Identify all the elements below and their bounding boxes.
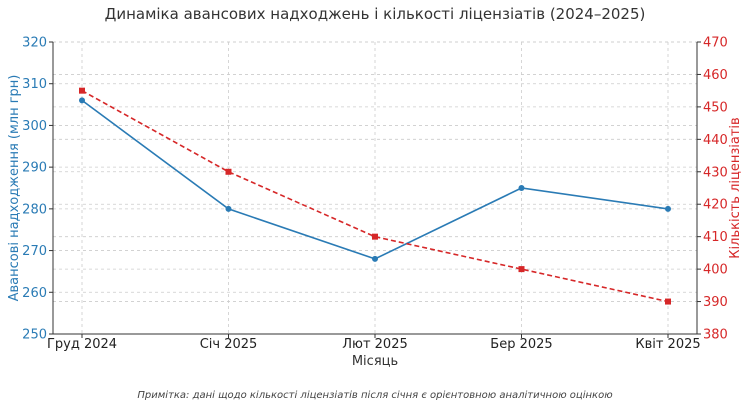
data-point-left (79, 97, 85, 104)
y-left-tick-label: 260 (22, 286, 47, 301)
y-axis-right-label: Кількість ліцензіатів (728, 117, 743, 258)
y-right-tick-label: 390 (703, 295, 728, 310)
y-axis-left-label: Авансові надходження (млн грн) (7, 75, 22, 302)
y-left-tick-label: 320 (22, 36, 47, 51)
data-point-right (225, 168, 232, 175)
y-left-tick-label: 300 (22, 119, 47, 134)
left-axis-ticks: 250 260 270 280 290 300 310 320 (22, 36, 53, 343)
y-left-tick-label: 290 (22, 161, 47, 176)
y-left-tick-label: 250 (22, 328, 47, 343)
x-tick-label: Квіт 2025 (635, 337, 700, 352)
y-right-tick-label: 400 (703, 263, 728, 278)
data-point-right (665, 298, 671, 305)
x-tick-label: Січ 2025 (200, 337, 258, 352)
y-right-tick-label: 430 (703, 165, 728, 180)
y-right-tick-label: 450 (703, 100, 728, 115)
y-left-tick-label: 270 (22, 244, 47, 259)
grid (53, 41, 697, 335)
chart-title: Динаміка авансових надходжень і кількост… (105, 5, 646, 23)
x-axis-ticks: Груд 2024 Січ 2025 Лют 2025 Бер 2025 Квіт 20… (47, 334, 701, 352)
y-left-tick-label: 280 (22, 202, 47, 217)
y-left-tick-label: 310 (22, 77, 47, 92)
y-right-tick-label: 380 (703, 328, 728, 343)
right-axis-ticks: 380 390 400 410 420 430 440 450 460 470 (697, 36, 728, 343)
data-point-right (79, 87, 85, 94)
data-point-left (665, 205, 671, 212)
y-right-tick-label: 420 (703, 198, 728, 213)
x-tick-label: Бер 2025 (490, 337, 552, 352)
data-point-left (518, 185, 525, 191)
y-right-tick-label: 410 (703, 230, 728, 245)
x-axis-label: Місяць (352, 354, 398, 369)
data-point-right (518, 266, 525, 273)
y-right-tick-label: 440 (703, 133, 728, 148)
series-layer (79, 87, 671, 305)
data-point-left (372, 255, 378, 262)
x-tick-label: Лют 2025 (342, 337, 408, 352)
y-right-tick-label: 460 (703, 68, 728, 83)
data-point-left (225, 205, 232, 212)
chart-note: Примітка: дані щодо кількості ліцензіаті… (137, 389, 612, 401)
x-tick-label: Груд 2024 (47, 337, 117, 352)
y-right-tick-label: 470 (703, 36, 728, 51)
data-point-right (372, 233, 378, 240)
